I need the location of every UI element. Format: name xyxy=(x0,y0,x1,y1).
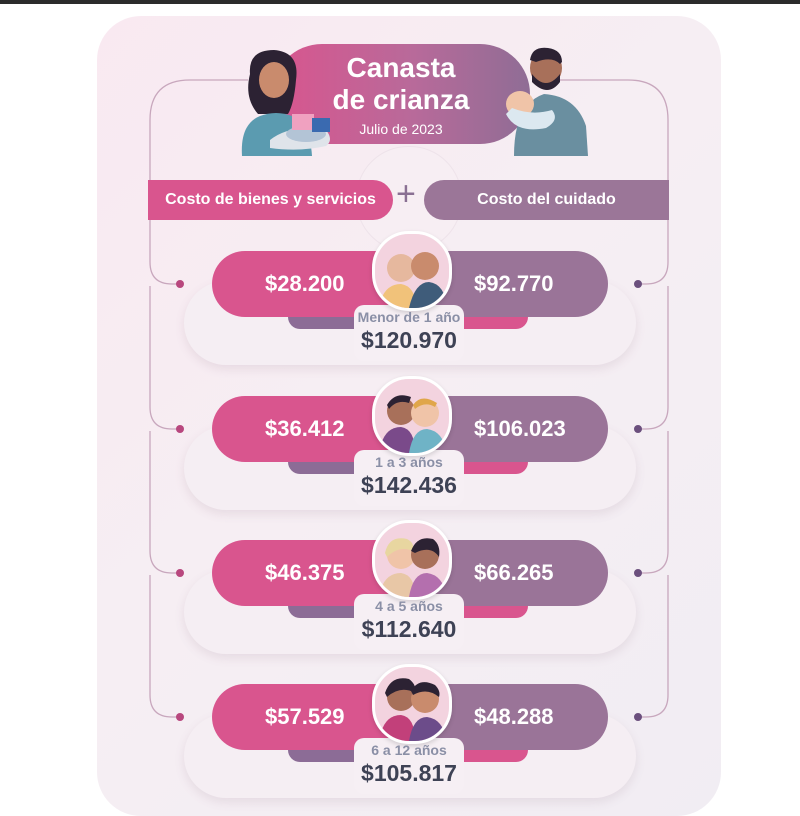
age-label: 4 a 5 años xyxy=(375,598,443,614)
plus-icon: + xyxy=(396,175,416,213)
kids-6-12-icon xyxy=(372,664,452,744)
top-edge-bar xyxy=(0,0,800,4)
title-line-1: Canasta xyxy=(346,52,456,83)
title-line-2: de crianza xyxy=(332,84,470,115)
care-cost-value: $66.265 xyxy=(474,560,554,585)
connector-lines xyxy=(149,79,669,721)
total-value: $120.970 xyxy=(361,327,457,353)
age-label: 6 a 12 años xyxy=(371,742,447,758)
age-row-1-3: $36.412 $106.023 1 a 3 años $142.436 xyxy=(0,376,800,526)
age-row-6-12: $57.529 $48.288 6 a 12 años $105.817 xyxy=(0,664,800,814)
total-value: $112.640 xyxy=(361,616,457,642)
father-holding-baby-illustration xyxy=(506,47,588,156)
total-box xyxy=(354,450,464,506)
goods-cost-value: $28.200 xyxy=(265,271,345,296)
age-label: 1 a 3 años xyxy=(375,454,443,470)
age-row-under-1: $28.200 $92.770 Menor de 1 año $120.970 xyxy=(0,231,800,381)
care-cost-value: $92.770 xyxy=(474,271,554,296)
goods-cost-value: $57.529 xyxy=(265,704,345,729)
care-cost-value: $48.288 xyxy=(474,704,554,729)
total-value: $142.436 xyxy=(361,472,457,498)
age-label: Menor de 1 año xyxy=(357,309,461,325)
mother-cooking-illustration xyxy=(241,50,330,156)
total-box xyxy=(354,305,464,361)
total-value: $105.817 xyxy=(361,760,457,786)
care-cost-value: $106.023 xyxy=(474,416,566,441)
age-row-4-5: $46.375 $66.265 4 a 5 años $112.640 xyxy=(0,520,800,670)
toddlers-icon xyxy=(372,376,452,456)
goods-cost-value: $36.412 xyxy=(265,416,345,441)
goods-services-header: Costo de bienes y servicios xyxy=(148,180,393,220)
care-cost-header: Costo del cuidado xyxy=(424,180,669,220)
baby-siblings-icon xyxy=(372,231,452,311)
total-box xyxy=(354,594,464,650)
date-subtitle: Julio de 2023 xyxy=(359,121,443,137)
kids-4-5-icon xyxy=(372,520,452,600)
goods-cost-value: $46.375 xyxy=(265,560,345,585)
